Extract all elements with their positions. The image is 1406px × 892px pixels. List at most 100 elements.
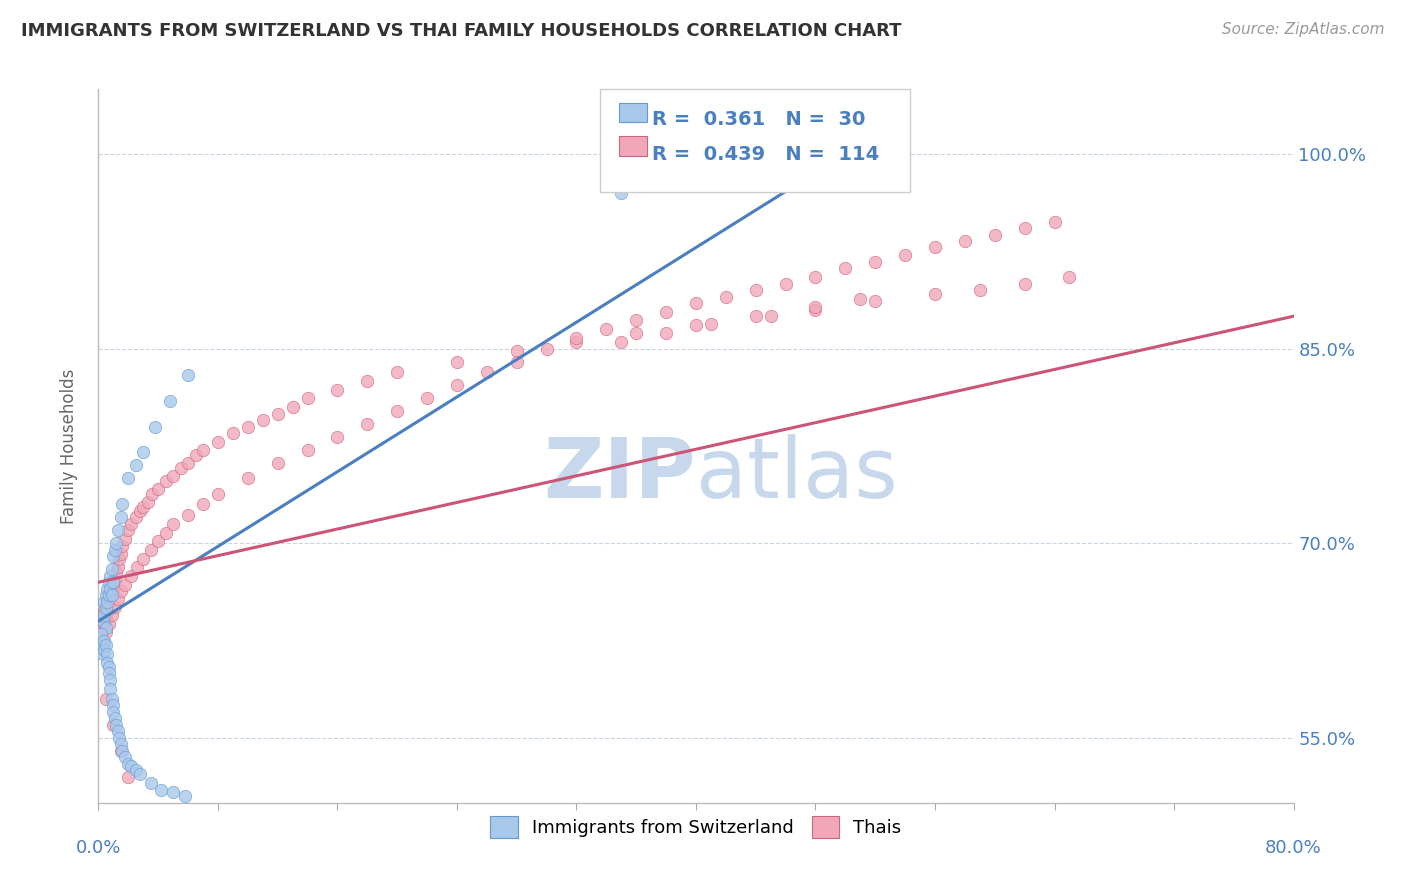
Legend: Immigrants from Switzerland, Thais: Immigrants from Switzerland, Thais (481, 807, 911, 847)
Point (103, 575, 125, 590)
Point (101, 562, 124, 576)
Point (953, 234, 976, 248)
Point (103, 705, 125, 719)
Point (759, 310, 782, 324)
Point (93, 604, 115, 618)
Point (177, 368, 200, 382)
Text: ZIP: ZIP (544, 434, 696, 515)
Point (111, 744, 134, 758)
Point (685, 296, 707, 310)
Point (97, 666, 120, 681)
Point (700, 317, 723, 331)
Point (252, 413, 274, 427)
Point (93, 616, 115, 631)
Point (94, 599, 117, 613)
Point (297, 442, 319, 457)
Point (385, 365, 409, 379)
Point (97, 616, 120, 631)
Point (105, 565, 128, 579)
Text: R =  0.439   N =  114: R = 0.439 N = 114 (652, 145, 880, 164)
Point (96, 647, 118, 661)
Point (132, 445, 155, 459)
Point (714, 290, 737, 304)
Point (117, 524, 139, 538)
Point (162, 516, 184, 531)
Text: 80.0%: 80.0% (1265, 839, 1322, 857)
Point (110, 584, 132, 599)
Point (148, 533, 170, 548)
Point (96, 656, 118, 670)
Point (184, 448, 207, 462)
Point (97, 588, 120, 602)
Point (714, 140, 737, 154)
Point (804, 300, 827, 314)
Point (506, 354, 529, 368)
Point (536, 342, 558, 356)
Point (745, 283, 768, 297)
Point (93, 607, 115, 622)
Point (111, 497, 134, 511)
Point (267, 407, 290, 421)
Point (107, 592, 129, 607)
Point (129, 767, 152, 781)
Point (169, 461, 191, 475)
Point (207, 487, 229, 501)
Point (326, 430, 349, 444)
Point (565, 335, 588, 350)
Text: 0.0%: 0.0% (76, 839, 121, 857)
Point (97, 575, 120, 590)
Point (745, 310, 768, 324)
Point (1059, 270, 1081, 285)
Point (865, 254, 887, 268)
Point (108, 731, 131, 745)
Point (94, 692, 117, 706)
Point (136, 495, 159, 509)
Point (93, 595, 115, 609)
Point (595, 322, 617, 336)
Point (141, 487, 163, 501)
Point (143, 419, 166, 434)
Point (626, 313, 648, 327)
Point (984, 227, 1007, 242)
Point (120, 516, 142, 531)
Point (110, 547, 132, 561)
Point (132, 500, 155, 514)
Point (104, 599, 127, 614)
Point (191, 442, 214, 457)
Point (91, 647, 114, 661)
Point (222, 425, 245, 440)
Point (103, 584, 125, 599)
Point (236, 419, 259, 434)
Point (93, 633, 115, 648)
Point (114, 533, 136, 547)
Point (416, 391, 439, 405)
Point (125, 510, 148, 524)
Point (107, 559, 129, 574)
Point (804, 302, 827, 317)
Point (174, 789, 197, 804)
Point (105, 718, 128, 732)
Point (101, 607, 124, 622)
Point (96, 582, 118, 596)
Point (1014, 221, 1036, 235)
Point (155, 474, 177, 488)
Point (104, 542, 127, 557)
Point (98, 568, 122, 582)
Point (94, 601, 117, 615)
Point (177, 508, 200, 522)
Point (865, 293, 887, 308)
Point (111, 539, 134, 553)
Point (191, 497, 214, 511)
Point (506, 344, 529, 359)
Point (107, 724, 129, 739)
Point (117, 756, 139, 771)
Point (97, 588, 120, 602)
Point (139, 542, 162, 557)
Point (127, 559, 149, 574)
Point (610, 335, 633, 350)
Point (132, 552, 155, 566)
Point (297, 391, 319, 405)
Point (101, 582, 124, 596)
Point (97, 659, 120, 673)
Point (103, 718, 125, 732)
